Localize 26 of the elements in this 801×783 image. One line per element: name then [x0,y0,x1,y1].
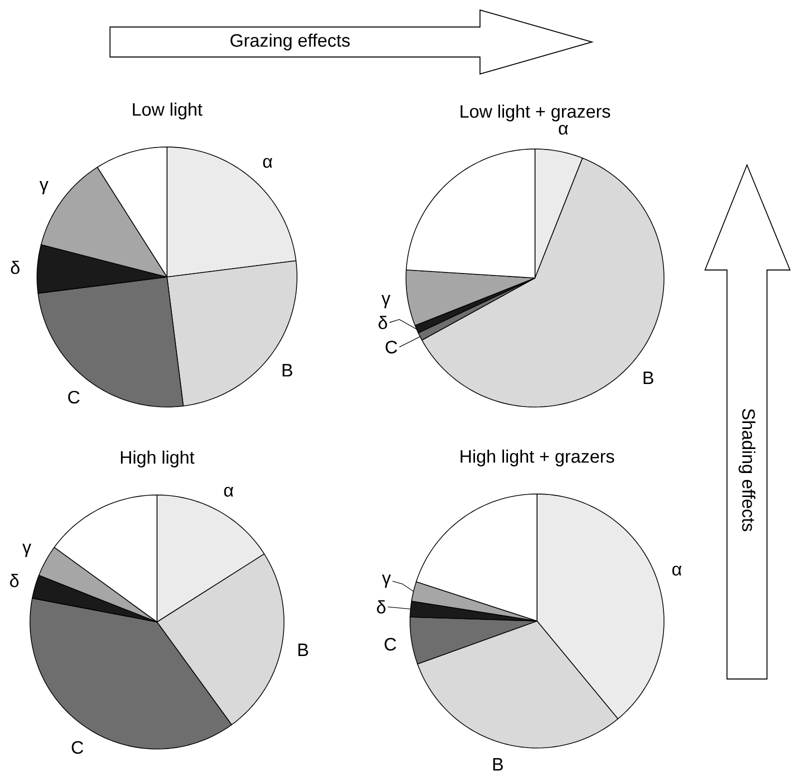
slice-label: δ [376,600,386,614]
slice-label: C [386,340,398,354]
slice-label: γ [382,574,391,588]
slice-label: α [224,486,234,497]
slice-label: δ [10,574,19,588]
chart-title: Low light + grazers [460,104,610,122]
slice-label: C [72,741,84,754]
slice-label: B [282,364,292,376]
chart-title: Low light [132,102,202,120]
slice-label: γ [22,544,32,558]
text: Shading effects [738,408,756,532]
slice-label: γ [381,294,390,308]
slice-label: B [644,372,654,384]
chart-title: High light + grazers [460,450,614,466]
text: Grazing effects [230,34,350,50]
slice-label: δ [378,316,388,330]
chart-title: High light [120,450,194,468]
slice-label: α [263,158,272,168]
slice-label: C [68,390,80,404]
slice-label: δ [10,260,20,274]
slice-label: γ [40,180,48,194]
slice-label: B [298,644,308,656]
slice-label: α [558,124,568,135]
slice-label: α [672,566,682,576]
slice-label: B [493,758,503,771]
slice-label: C [384,638,396,651]
